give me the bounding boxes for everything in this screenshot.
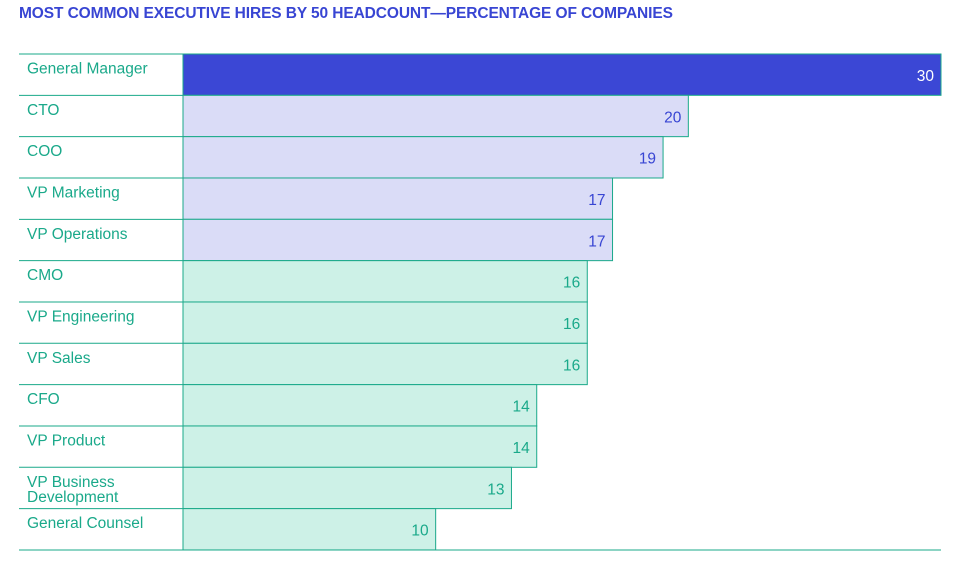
bar-general-counsel: [182, 508, 437, 551]
bar-coo: [182, 136, 664, 179]
bar-vp-business-development: [182, 466, 512, 510]
value-label-vp-sales: 16: [563, 357, 580, 374]
bar-vp-product: [182, 425, 538, 468]
value-label-general-counsel: 10: [411, 523, 429, 540]
value-label-vp-business-development: 13: [487, 481, 504, 498]
chart-title: MOST COMMON EXECUTIVE HIRES BY 50 HEADCO…: [19, 5, 673, 22]
category-label-vp-sales: VP Sales: [27, 350, 91, 367]
category-label-vp-marketing: VP Marketing: [27, 184, 120, 201]
category-label-general-manager: General Manager: [27, 61, 148, 78]
value-label-cto: 20: [664, 109, 682, 126]
category-label-vp-engineering: VP Engineering: [27, 308, 134, 325]
category-label-vp-business-development: VP Business Development: [27, 474, 119, 506]
bar-cto: [182, 94, 689, 138]
bar-vp-marketing: [182, 177, 614, 220]
value-label-cfo: 14: [512, 399, 530, 416]
category-label-vp-product: VP Product: [27, 432, 106, 449]
category-label-cfo: CFO: [27, 391, 60, 408]
bar-cmo: [182, 260, 588, 303]
category-label-general-counsel: General Counsel: [27, 515, 143, 532]
category-label-vp-operations: VP Operations: [27, 226, 128, 243]
bars-layer: [182, 53, 942, 551]
category-label-coo: COO: [27, 143, 62, 160]
value-label-cmo: 16: [563, 275, 580, 292]
bar-vp-operations: [182, 218, 614, 262]
row-separators: [19, 53, 941, 551]
value-label-vp-engineering: 16: [563, 316, 580, 333]
category-label-cto: CTO: [27, 102, 59, 119]
category-label-cmo: CMO: [27, 267, 63, 284]
category-labels: General Manager CTO COO VP Marketing VP Oper…: [27, 61, 148, 533]
bar-cfo: [182, 384, 538, 427]
bar-general-manager: [182, 53, 942, 96]
value-label-general-manager: 30: [917, 68, 935, 85]
value-labels: 30 20 19 17 17 16 16 16 14 14 13 10: [411, 68, 934, 540]
value-label-vp-marketing: 17: [588, 192, 605, 209]
value-label-vp-product: 14: [512, 440, 530, 457]
value-label-coo: 19: [639, 151, 656, 168]
value-label-vp-operations: 17: [588, 233, 605, 250]
bar-vp-sales: [182, 342, 588, 386]
bar-vp-engineering: [182, 301, 588, 344]
